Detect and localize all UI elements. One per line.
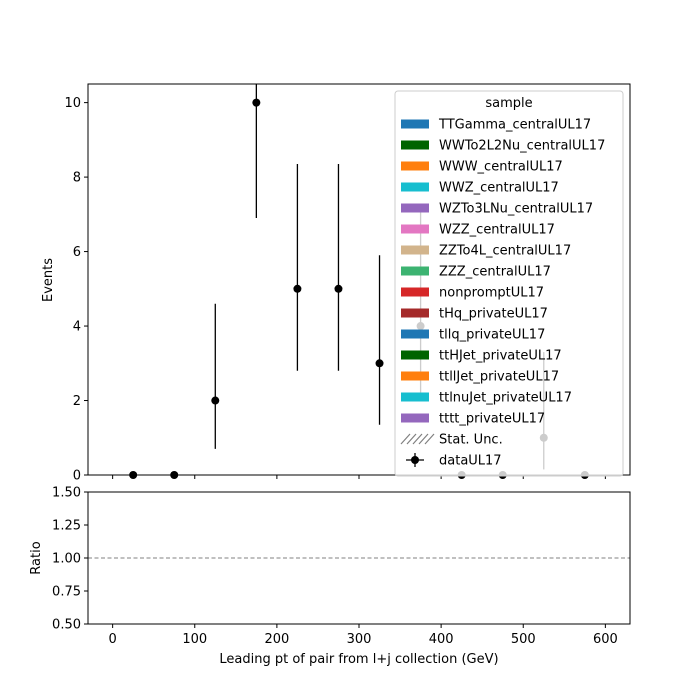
hatch-stroke	[412, 433, 423, 445]
legend-label: tttt_privateUL17	[439, 412, 545, 427]
legend-label: dataUL17	[439, 454, 502, 469]
legend-entry: nonpromptUL17	[401, 286, 544, 301]
legend-entry: ttllJet_privateUL17	[401, 370, 559, 385]
legend-box	[394, 90, 624, 477]
legend-label: ZZTo4L_centralUL17	[439, 244, 571, 259]
legend-entry: ZZTo4L_centralUL17	[401, 244, 571, 259]
legend-label: nonpromptUL17	[439, 286, 544, 301]
main-y-tick-label: 8	[73, 171, 81, 186]
legend-entry: ttlnuJet_privateUL17	[401, 391, 572, 406]
main-y-axis-label: Events	[41, 258, 56, 302]
legend-swatch	[401, 350, 429, 360]
legend-swatch	[401, 371, 429, 381]
legend-label: TTGamma_centralUL17	[438, 118, 591, 133]
ratio-plot-frame	[87, 491, 631, 625]
legend-label: ttllJet_privateUL17	[439, 370, 559, 385]
hatch-stroke	[400, 433, 411, 445]
ratio-plot-panel: 0 100 200 300 400 500 6000.500.751.001.251.50 …	[29, 486, 631, 667]
legend-swatch	[401, 119, 429, 129]
legend-title: sample	[485, 96, 532, 111]
legend-entries: TTGamma_centralUL17 WWTo2L2Nu_centralUL17…	[400, 118, 605, 469]
main-y-tick-label: 2	[73, 394, 81, 409]
ratio-y-tick-label: 0.50	[52, 618, 81, 633]
ratio-y-tick-label: 1.25	[52, 519, 81, 534]
legend-marker	[411, 456, 419, 464]
hatch-stroke	[424, 433, 435, 445]
legend-entry: WZTo3LNu_centralUL17	[401, 202, 593, 217]
x-tick-label: 300	[347, 632, 372, 647]
x-tick-label: 100	[182, 632, 207, 647]
ratio-y-axis-label: Ratio	[29, 541, 44, 574]
data-point	[211, 396, 220, 405]
legend-entry: WZZ_centralUL17	[401, 223, 555, 238]
legend-swatch	[401, 161, 429, 171]
legend-swatch	[401, 308, 429, 318]
data-point	[293, 284, 302, 293]
legend-entry: ZZZ_centralUL17	[401, 265, 551, 280]
legend-hatch-swatch	[400, 433, 435, 445]
data-point	[252, 98, 261, 107]
legend-label: WZZ_centralUL17	[439, 223, 555, 238]
main-plot-ticks: 0 2 4 6 8 10	[64, 96, 606, 484]
legend-swatch	[401, 392, 429, 402]
legend-entry: tHq_privateUL17	[401, 307, 548, 322]
legend-entry: WWZ_centralUL17	[401, 181, 559, 196]
legend-entry: tttt_privateUL17	[401, 412, 545, 427]
legend-swatch	[401, 266, 429, 276]
legend-entry: WWW_centralUL17	[401, 160, 563, 175]
main-plot-frame	[87, 83, 631, 476]
legend-entry: dataUL17	[406, 453, 502, 469]
x-tick-label: 200	[264, 632, 289, 647]
legend-entry: WWTo2L2Nu_centralUL17	[401, 139, 605, 154]
hatch-stroke	[418, 433, 429, 445]
data-point	[375, 359, 384, 368]
legend-label: tllq_privateUL17	[439, 328, 545, 343]
legend-swatch	[401, 413, 429, 423]
ratio-plot-ticks: 0 100 200 300 400 500 600 0.50 0.75 1.00 1.25 1.50	[52, 486, 618, 648]
ratio-y-tick-label: 0.75	[52, 585, 81, 600]
legend-swatch	[401, 140, 429, 150]
legend-label: tHq_privateUL17	[439, 307, 548, 322]
ratio-y-tick-label: 1.50	[52, 486, 81, 501]
legend-swatch	[401, 329, 429, 339]
x-tick-label: 0	[108, 632, 116, 647]
ratio-y-tick-label: 1.00	[52, 552, 81, 567]
x-tick-label: 500	[511, 632, 536, 647]
legend-entry: Stat. Unc.	[400, 433, 503, 448]
legend-label: WWTo2L2Nu_centralUL17	[439, 139, 605, 154]
main-y-tick-label: 6	[73, 245, 81, 260]
legend-label: WWW_centralUL17	[439, 160, 563, 175]
main-y-tick-label: 0	[73, 469, 81, 484]
legend: sample TTGamma_centralUL17 WWTo2L2Nu_cent…	[394, 90, 624, 477]
legend-label: WWZ_centralUL17	[439, 181, 559, 196]
legend-label: ttHJet_privateUL17	[439, 349, 562, 364]
data-point	[334, 284, 343, 293]
legend-swatch	[401, 182, 429, 192]
legend-label: Stat. Unc.	[439, 433, 503, 448]
x-tick-label: 600	[593, 632, 618, 647]
legend-swatch	[401, 224, 429, 234]
x-tick-label: 400	[429, 632, 454, 647]
legend-entry: tllq_privateUL17	[401, 328, 545, 343]
legend-entry: ttHJet_privateUL17	[401, 349, 562, 364]
x-axis-label: Leading pt of pair from l+j collection (…	[219, 652, 498, 667]
hatch-stroke	[406, 433, 417, 445]
legend-label: WZTo3LNu_centralUL17	[439, 202, 593, 217]
legend-swatch	[401, 287, 429, 297]
legend-entry: TTGamma_centralUL17	[401, 118, 591, 133]
main-y-tick-label: 4	[73, 320, 81, 335]
legend-swatch	[401, 203, 429, 213]
legend-label: ZZZ_centralUL17	[439, 265, 551, 280]
legend-swatch	[401, 245, 429, 255]
main-y-tick-label: 10	[64, 96, 81, 111]
legend-label: ttlnuJet_privateUL17	[439, 391, 572, 406]
